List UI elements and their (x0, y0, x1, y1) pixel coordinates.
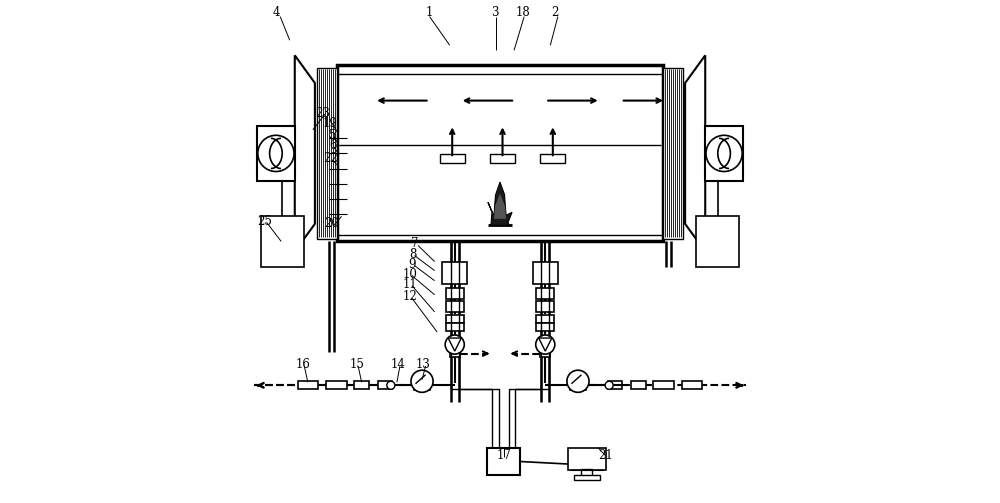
Bar (536, 301, 554, 312)
Text: 20: 20 (324, 217, 339, 230)
Bar (298, 381, 318, 389)
Bar (574, 475, 600, 480)
Bar (354, 381, 369, 389)
Bar (533, 262, 558, 284)
Bar (536, 288, 554, 299)
Text: 15: 15 (349, 358, 364, 371)
Bar (317, 68, 337, 239)
Text: 3: 3 (491, 6, 499, 19)
Circle shape (411, 370, 433, 392)
Polygon shape (494, 194, 506, 219)
Bar (414, 381, 430, 390)
Bar (446, 323, 464, 331)
Bar (540, 350, 550, 357)
Bar (446, 301, 464, 312)
Text: 10: 10 (403, 268, 417, 281)
Circle shape (258, 135, 294, 172)
Bar (608, 381, 622, 389)
Bar (705, 126, 743, 181)
Bar (568, 448, 606, 470)
Text: 14: 14 (391, 358, 406, 371)
Polygon shape (685, 55, 705, 252)
Bar (536, 315, 554, 323)
Bar (570, 381, 586, 390)
Text: 23: 23 (316, 107, 330, 120)
Bar (442, 262, 467, 284)
Circle shape (706, 135, 742, 172)
Bar (261, 216, 304, 267)
Text: 5: 5 (329, 129, 337, 142)
Text: 2: 2 (552, 6, 559, 19)
Text: 8: 8 (409, 247, 416, 261)
Text: 11: 11 (403, 278, 417, 291)
Text: 6: 6 (329, 139, 337, 152)
Text: 17: 17 (497, 449, 511, 462)
Text: 7: 7 (411, 237, 418, 250)
Polygon shape (295, 55, 315, 252)
Circle shape (605, 381, 613, 389)
Circle shape (536, 335, 555, 354)
Text: 13: 13 (416, 358, 431, 371)
Bar (487, 448, 520, 475)
Text: 25: 25 (257, 215, 272, 228)
Text: 19: 19 (323, 117, 338, 130)
Polygon shape (539, 338, 552, 351)
Polygon shape (488, 182, 512, 225)
Circle shape (445, 335, 464, 354)
Bar (653, 381, 674, 389)
Bar (440, 154, 465, 163)
Bar (540, 154, 565, 163)
Bar (581, 469, 592, 476)
Circle shape (387, 381, 395, 389)
Bar (663, 68, 683, 239)
Bar (682, 381, 702, 389)
Bar (536, 323, 554, 331)
Bar (696, 216, 739, 267)
Bar (378, 381, 392, 389)
Bar (446, 315, 464, 323)
Text: 18: 18 (515, 6, 530, 19)
Text: 16: 16 (295, 358, 310, 371)
Text: 12: 12 (403, 290, 417, 303)
Text: 4: 4 (272, 6, 280, 19)
Bar (257, 126, 295, 181)
Circle shape (567, 370, 589, 392)
Polygon shape (448, 338, 461, 351)
Bar (337, 65, 663, 241)
Text: 1: 1 (426, 6, 433, 19)
Text: 22: 22 (323, 152, 338, 165)
Bar (490, 154, 515, 163)
Bar (450, 350, 460, 357)
Text: 21: 21 (598, 449, 613, 462)
Bar (446, 288, 464, 299)
Text: 9: 9 (409, 258, 416, 271)
Bar (326, 381, 347, 389)
Bar (631, 381, 646, 389)
